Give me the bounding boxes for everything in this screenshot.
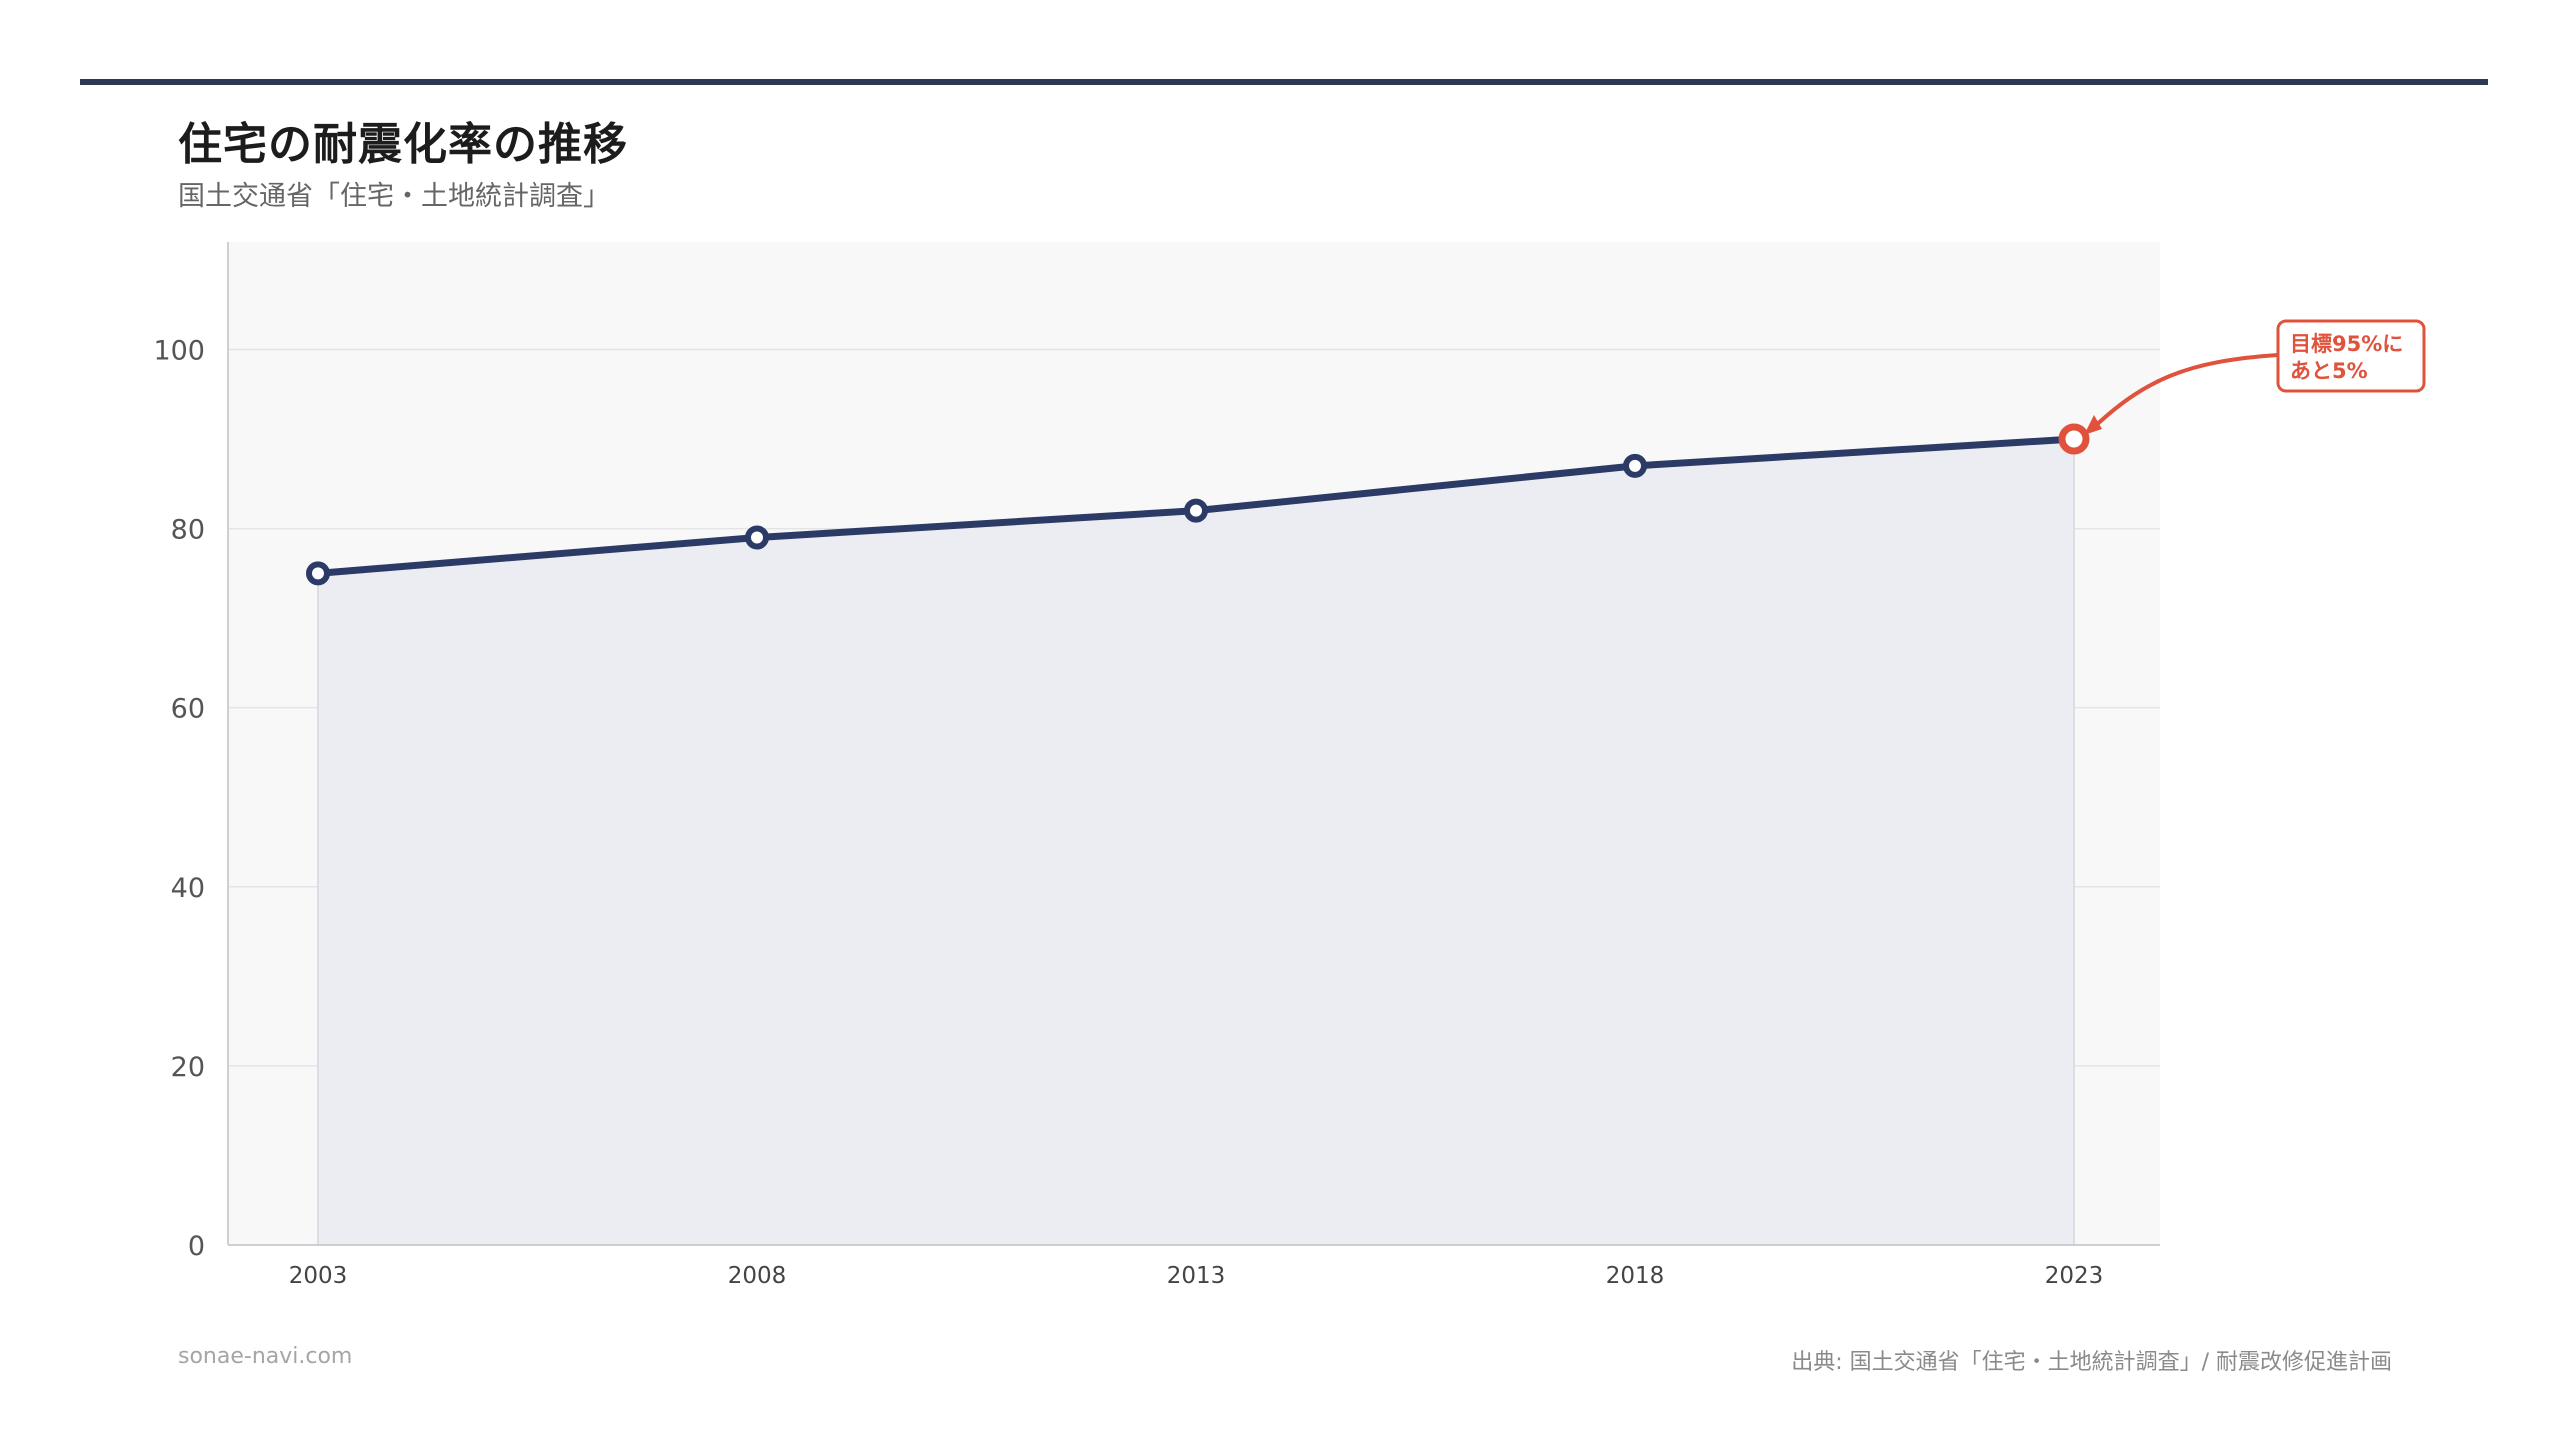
annotation-arrow — [2088, 353, 2279, 433]
x-axis-ticks: 2003 2008 2013 2018 2023 — [289, 1263, 2104, 1289]
data-point — [745, 525, 769, 550]
y-tick-label: 60 — [171, 694, 205, 725]
y-tick-label: 40 — [171, 873, 205, 904]
source-note: 出典: 国土交通省「住宅・土地統計調査」/ 耐震改修促進計画 — [1791, 1350, 2392, 1375]
x-tick-label: 2023 — [2045, 1263, 2104, 1289]
highlight-point — [2058, 423, 2090, 455]
annotation-text: 目標95%に — [2290, 332, 2403, 356]
area-fill — [318, 439, 2074, 1246]
annotation-box — [2276, 319, 2426, 393]
header-rule — [80, 79, 2488, 85]
x-tick-label: 2013 — [1167, 1263, 1226, 1289]
y-tick-label: 80 — [171, 515, 205, 546]
axes — [227, 242, 2160, 1246]
x-tick-label: 2008 — [728, 1263, 787, 1289]
chart-subtitle: 国土交通省「住宅・土地統計調査」 — [178, 181, 610, 212]
data-point — [1623, 453, 1647, 478]
site-name: sonae-navi.com — [178, 1344, 353, 1369]
x-tick-label: 2003 — [289, 1263, 348, 1289]
annotation-arrowhead — [2084, 415, 2102, 436]
x-tick-label: 2018 — [1606, 1263, 1665, 1289]
chart-title: 住宅の耐震化率の推移 — [178, 119, 628, 170]
data-point — [1184, 498, 1208, 523]
y-axis-ticks: 0 20 40 60 80 100 — [153, 335, 205, 1262]
y-tick-label: 0 — [188, 1231, 205, 1262]
y-tick-label: 100 — [153, 335, 205, 366]
data-points — [306, 423, 2090, 586]
y-tick-label: 20 — [171, 1052, 205, 1083]
annotation-text: あと5% — [2290, 359, 2368, 383]
data-point — [306, 561, 330, 586]
